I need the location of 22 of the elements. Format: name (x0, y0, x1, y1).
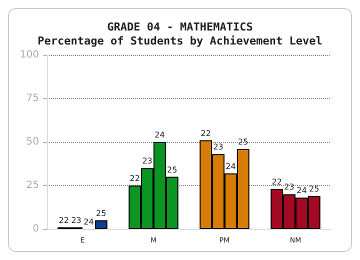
text: 23 (213, 142, 224, 152)
text: 23 (142, 156, 152, 166)
text: 25 (167, 165, 178, 174)
series-label: 25 (96, 208, 106, 218)
text: 24 (296, 186, 307, 196)
text: 22 (200, 128, 211, 138)
y-tick-label: 50 (26, 136, 39, 148)
y-tick-label: 75 (26, 93, 39, 104)
series-label: 24 (154, 130, 165, 140)
series-label: 22 (58, 216, 69, 225)
text: 24 (84, 218, 94, 226)
text: 23 (284, 182, 294, 192)
text: 25 (309, 184, 320, 194)
text: 22 (272, 177, 282, 186)
text: 25 (238, 137, 248, 146)
series-label: 23 (71, 216, 82, 225)
y-tick-label: 100 (20, 50, 39, 60)
chart-title: GRADE 04 - MATHEMATICS Percentage of Students by Achievement Level (38, 20, 322, 48)
y-tick-label: 0 (32, 224, 39, 234)
text: 24 (226, 162, 236, 171)
y-tick-label: 25 (26, 180, 39, 191)
text: 22 (130, 174, 140, 183)
